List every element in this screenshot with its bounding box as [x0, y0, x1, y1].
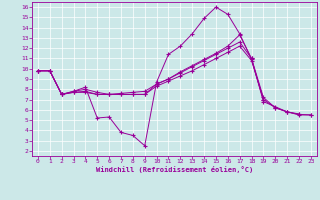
X-axis label: Windchill (Refroidissement éolien,°C): Windchill (Refroidissement éolien,°C): [96, 166, 253, 173]
